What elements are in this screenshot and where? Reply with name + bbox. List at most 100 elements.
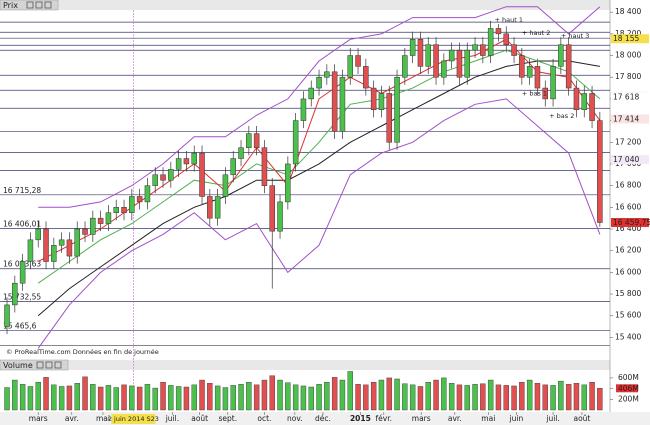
annotation: + bas 1 [522, 89, 547, 97]
icon-close[interactable] [54, 361, 62, 369]
volume-tick-label: 600M [618, 373, 639, 382]
price-badge-label: 17 040 [613, 155, 639, 164]
volume-bar [58, 386, 65, 411]
candle-body [246, 133, 252, 148]
annotation: + bas 2 [549, 112, 574, 120]
volume-bar [152, 387, 158, 411]
candle-body [253, 133, 260, 148]
candle-body [402, 55, 408, 78]
volume-bar [542, 384, 548, 411]
volume-bar [121, 384, 127, 411]
y-tick-label: 15 800 [615, 289, 641, 298]
candle-body [472, 44, 478, 51]
volume-bar [12, 379, 18, 411]
x-tick-label: mai [481, 414, 495, 423]
x-tick-label: mars [412, 414, 431, 423]
volume-bar [238, 384, 244, 411]
candle-body [51, 245, 57, 262]
volume-header-tab [0, 359, 69, 371]
volume-bar [316, 384, 322, 411]
candle-body [456, 49, 463, 78]
x-tick-label: févr. [376, 414, 392, 423]
candle-body [113, 207, 119, 213]
volume-bar [97, 386, 104, 411]
candle-body [230, 158, 236, 176]
candle-body [495, 28, 502, 35]
volume-badge-label: 406M [618, 384, 639, 393]
volume-bar [269, 375, 275, 411]
volume-bar [199, 379, 205, 411]
volume-bar [214, 385, 221, 411]
candle-body [199, 152, 205, 197]
candle-body [214, 196, 221, 219]
y-tick-label: 18 200 [615, 29, 641, 38]
volume-bar [43, 377, 49, 411]
candle-body [581, 93, 588, 110]
candle-body [4, 304, 10, 327]
volume-bar [487, 379, 494, 411]
candle-body [534, 66, 541, 89]
volume-bar [27, 386, 34, 411]
volume-bar [253, 384, 260, 411]
price-badge [611, 155, 649, 165]
candle-body [27, 239, 34, 262]
icon-settings[interactable] [36, 361, 44, 369]
candle-body [183, 158, 190, 165]
candle-body [542, 87, 549, 100]
volume-bar [597, 388, 603, 411]
volume-bar [550, 385, 556, 411]
volume-bar [433, 379, 439, 411]
volume-bar [355, 384, 361, 411]
volume-bar [472, 384, 478, 411]
x-tick-label: juin [509, 414, 524, 423]
volume-bar [464, 385, 470, 411]
x-tick-label: déc. [315, 414, 331, 423]
candle-body [129, 196, 135, 213]
volume-bar [246, 381, 252, 411]
icon-settings[interactable] [26, 1, 34, 9]
volume-bar [448, 383, 455, 411]
cursor-label: 2 juin 2014 S23 [108, 415, 159, 423]
candle-body [347, 55, 353, 78]
candle-body [168, 169, 174, 181]
panel-separator [0, 345, 610, 346]
volume-bar [441, 377, 447, 411]
candle-body [550, 66, 556, 100]
volume-bar [534, 383, 541, 411]
price-panel-title: Prix [3, 1, 18, 10]
icon-close[interactable] [44, 1, 52, 9]
volume-bar [82, 376, 88, 411]
candle-body [222, 174, 229, 197]
volume-bar [402, 383, 408, 411]
volume-bar [417, 386, 424, 411]
volume-header-icons[interactable] [36, 361, 62, 369]
candle-body [378, 93, 385, 110]
volume-bar [113, 387, 119, 411]
cursor-label-box [111, 414, 156, 424]
candle-body [464, 49, 471, 78]
volume-bar [589, 381, 595, 411]
candle-body [425, 44, 431, 67]
header-icons[interactable] [26, 1, 52, 9]
candle-body [97, 217, 104, 224]
icon-edit[interactable] [45, 361, 53, 369]
volume-bar [370, 381, 377, 411]
price-badge [611, 34, 649, 44]
volume-bar [386, 377, 392, 411]
indicator-line [37, 98, 601, 349]
volume-bar [51, 384, 57, 411]
y-tick-label: 18 400 [615, 7, 641, 16]
volume-tick-label: 200M [618, 394, 639, 403]
volume-bar [207, 383, 213, 411]
volume-bar [35, 381, 41, 411]
candle-body [82, 228, 88, 235]
volume-bar [129, 385, 135, 411]
candle-body [558, 44, 564, 67]
candle-body [144, 185, 151, 203]
y-tick-label: 16 000 [615, 267, 641, 276]
candle-body [480, 44, 486, 56]
candle-body [316, 76, 322, 89]
x-tick-label: mai [96, 414, 110, 423]
indicator-line [38, 6, 601, 208]
icon-edit[interactable] [35, 1, 43, 9]
